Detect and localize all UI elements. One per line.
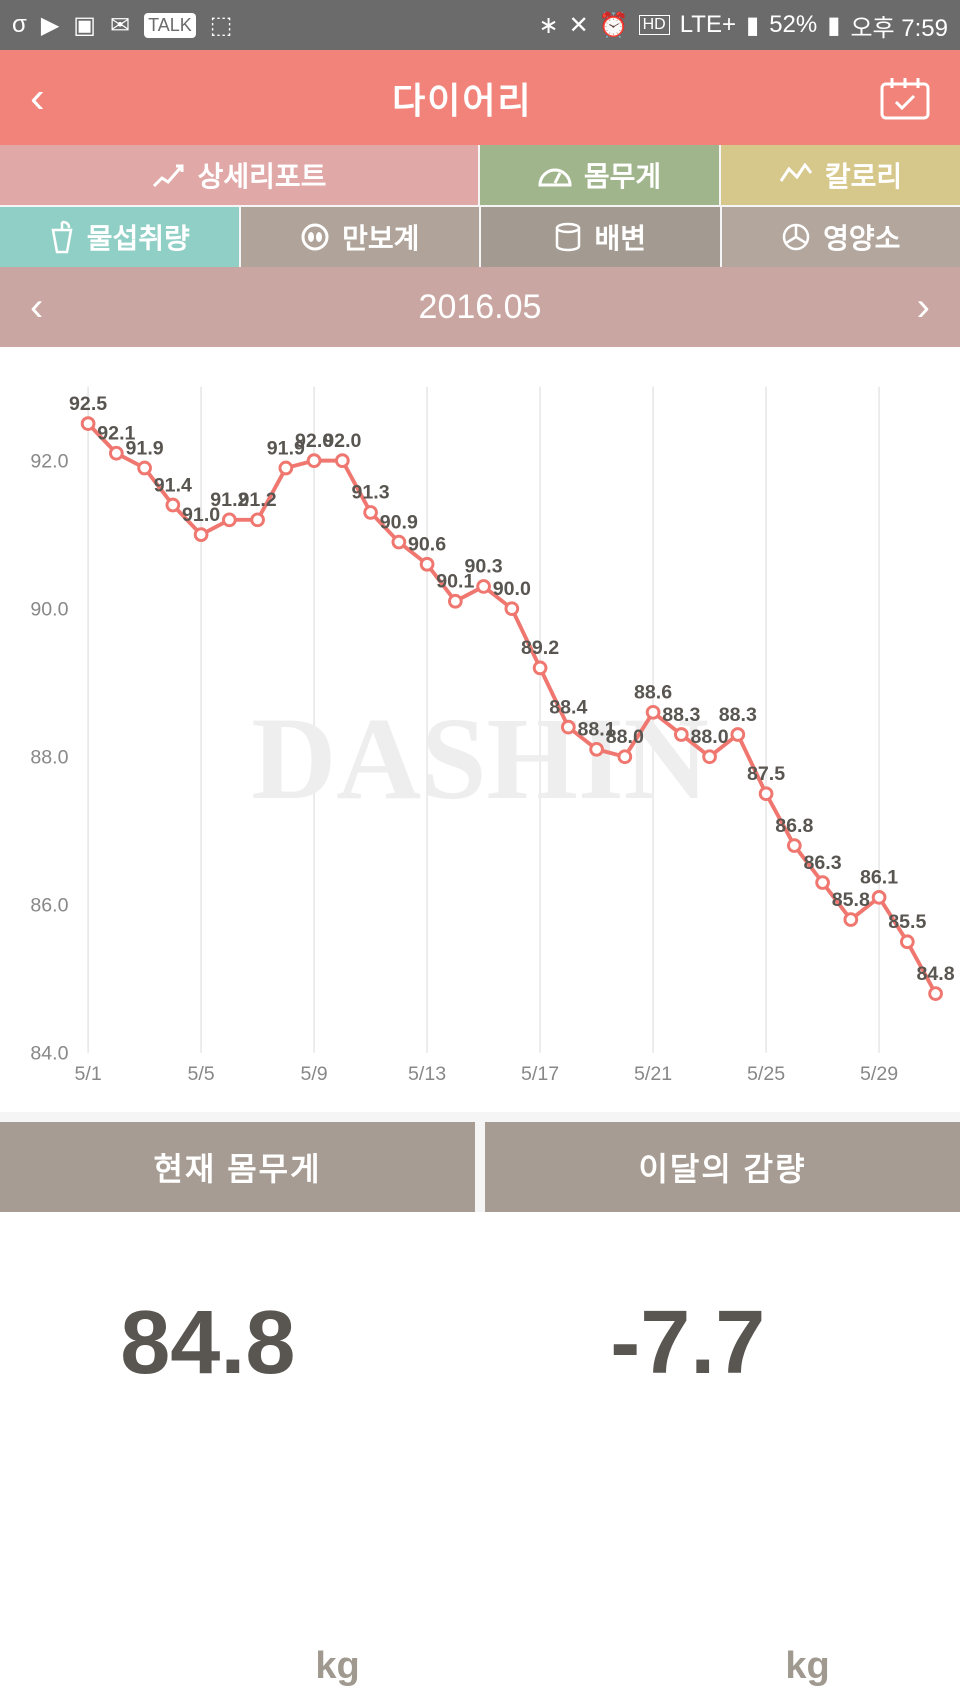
svg-text:86.1: 86.1 — [860, 867, 898, 889]
battery-label: 52% — [769, 11, 817, 39]
month-next-button[interactable]: › — [917, 285, 930, 330]
weight-icon — [538, 163, 572, 187]
status-talk-icon: TALK — [144, 13, 196, 38]
svg-text:90.6: 90.6 — [408, 534, 446, 556]
svg-text:88.0: 88.0 — [30, 747, 68, 769]
svg-text:90.9: 90.9 — [380, 511, 418, 533]
svg-text:89.2: 89.2 — [521, 637, 559, 659]
svg-text:91.4: 91.4 — [154, 474, 192, 496]
month-loss-value: -7.7 — [610, 1292, 765, 1395]
summary-values: 84.8 kg -7.7 kg — [0, 1212, 960, 1706]
svg-text:88.3: 88.3 — [719, 704, 757, 726]
tab-nutrient[interactable]: 영양소 — [722, 207, 960, 267]
pedometer-icon — [300, 222, 330, 252]
current-weight-unit: kg — [315, 1645, 359, 1706]
svg-text:5/21: 5/21 — [634, 1063, 672, 1085]
calorie-icon — [779, 163, 813, 187]
tab-bowel-label: 배변 — [594, 217, 646, 257]
vibrate-icon: ✕ — [569, 11, 589, 40]
bowel-icon — [554, 222, 582, 252]
svg-text:91.9: 91.9 — [126, 437, 164, 459]
water-icon — [49, 220, 75, 254]
svg-text:88.6: 88.6 — [634, 682, 672, 704]
svg-text:84.8: 84.8 — [917, 963, 955, 985]
svg-text:86.8: 86.8 — [775, 815, 813, 837]
hd-icon: HD — [639, 15, 670, 35]
svg-text:90.0: 90.0 — [493, 578, 531, 600]
svg-text:90.0: 90.0 — [30, 599, 68, 621]
month-loss-unit: kg — [785, 1645, 829, 1706]
tab-report-label: 상세리포트 — [198, 155, 327, 195]
status-mail-icon: ✉ — [110, 11, 130, 40]
tab-pedometer[interactable]: 만보계 — [241, 207, 480, 267]
svg-text:88.3: 88.3 — [662, 704, 700, 726]
svg-text:86.0: 86.0 — [30, 895, 68, 917]
status-tv-icon: ⬚ — [210, 11, 233, 40]
svg-text:5/5: 5/5 — [187, 1063, 214, 1085]
svg-text:92.5: 92.5 — [69, 393, 107, 415]
svg-text:92.0: 92.0 — [323, 430, 361, 452]
svg-text:84.0: 84.0 — [30, 1043, 68, 1065]
status-sigma-icon: σ — [12, 11, 27, 39]
tab-weight-label: 몸무게 — [584, 155, 661, 195]
tab-calorie-label: 칼로리 — [825, 155, 902, 195]
svg-text:5/17: 5/17 — [521, 1063, 559, 1085]
tab-pedometer-label: 만보계 — [342, 217, 419, 257]
svg-text:91.2: 91.2 — [239, 489, 277, 511]
svg-text:88.4: 88.4 — [549, 696, 587, 718]
month-loss-cell: -7.7 kg — [480, 1212, 960, 1706]
network-label: LTE+ — [680, 11, 736, 39]
month-prev-button[interactable]: ‹ — [30, 285, 43, 330]
svg-text:87.5: 87.5 — [747, 763, 785, 785]
app-header: ‹ 다이어리 — [0, 50, 960, 145]
tab-water[interactable]: 물섭취량 — [0, 207, 239, 267]
svg-text:5/29: 5/29 — [860, 1063, 898, 1085]
back-button[interactable]: ‹ — [30, 73, 45, 123]
tabs-row-1: 상세리포트 몸무게 칼로리 — [0, 145, 960, 205]
status-play-icon: ▶ — [41, 11, 59, 40]
svg-text:5/25: 5/25 — [747, 1063, 785, 1085]
tab-report[interactable]: 상세리포트 — [0, 145, 478, 205]
svg-text:90.3: 90.3 — [465, 556, 503, 578]
page-title: 다이어리 — [392, 72, 532, 124]
svg-text:86.3: 86.3 — [804, 852, 842, 874]
svg-text:85.8: 85.8 — [832, 889, 870, 911]
svg-text:92.0: 92.0 — [30, 450, 68, 472]
tab-nutrient-label: 영양소 — [823, 217, 900, 257]
weight-chart: 5/1 5/5 5/9 5/13 5/17 5/21 5/25 5/29 84.0 86.0 88.… — [0, 347, 960, 1112]
tab-water-label: 물섭취량 — [87, 217, 190, 257]
current-weight-cell: 84.8 kg — [0, 1212, 480, 1706]
report-icon — [152, 160, 186, 190]
svg-text:88.0: 88.0 — [606, 726, 644, 748]
status-bar: σ ▶ ▣ ✉ TALK ⬚ ∗ ✕ ⏰ HD LTE+ ▮ 52% ▮ 오후 … — [0, 0, 960, 50]
nutrient-icon — [781, 222, 811, 252]
status-image-icon: ▣ — [73, 11, 96, 40]
bluetooth-icon: ∗ — [539, 11, 559, 40]
svg-text:5/9: 5/9 — [300, 1063, 327, 1085]
svg-text:88.0: 88.0 — [691, 726, 729, 748]
alarm-icon: ⏰ — [599, 11, 629, 40]
month-label: 2016.05 — [419, 288, 542, 327]
tab-bowel[interactable]: 배변 — [481, 207, 720, 267]
svg-text:5/1: 5/1 — [74, 1063, 101, 1085]
svg-text:DASHIN: DASHIN — [251, 694, 708, 824]
battery-icon: ▮ — [827, 11, 840, 40]
svg-text:5/13: 5/13 — [408, 1063, 446, 1085]
summary-header: 현재 몸무게 이달의 감량 — [0, 1112, 960, 1212]
signal-icon: ▮ — [746, 11, 759, 40]
tabs-row-2: 물섭취량 만보계 배변 영양소 — [0, 207, 960, 267]
current-weight-header: 현재 몸무게 — [0, 1122, 475, 1212]
time-label: 오후 7:59 — [850, 8, 948, 43]
calendar-icon[interactable] — [880, 76, 930, 120]
month-loss-header: 이달의 감량 — [485, 1122, 960, 1212]
tab-calorie[interactable]: 칼로리 — [721, 145, 960, 205]
svg-text:85.5: 85.5 — [888, 911, 926, 933]
current-weight-value: 84.8 — [120, 1292, 295, 1395]
tab-weight[interactable]: 몸무게 — [480, 145, 719, 205]
svg-text:91.3: 91.3 — [352, 482, 390, 504]
month-nav: ‹ 2016.05 › — [0, 267, 960, 347]
